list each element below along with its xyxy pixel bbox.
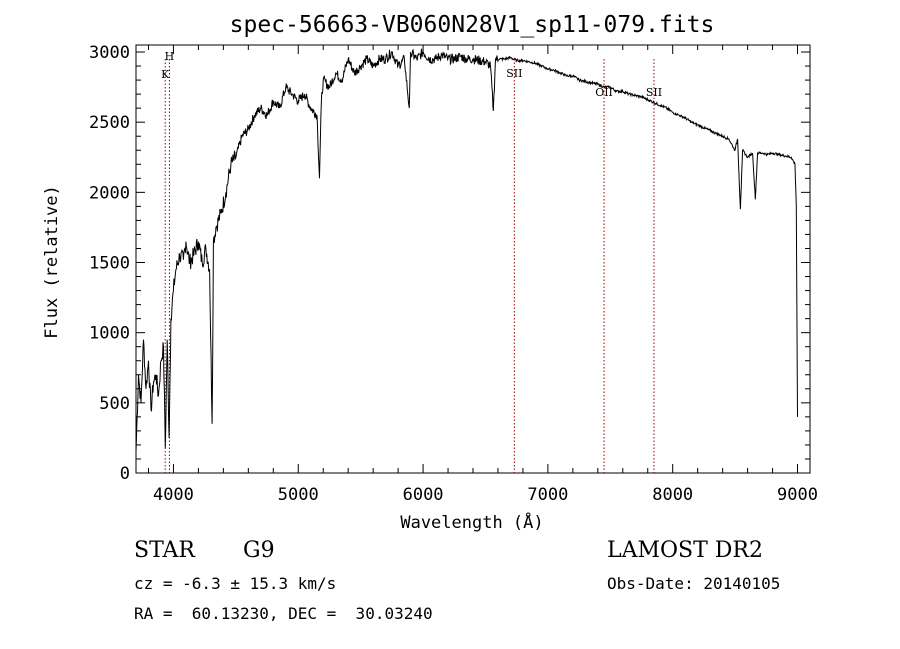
y-tick-label: 0: [120, 464, 130, 484]
coordinates-text: RA = 60.13230, DEC = 30.03240: [134, 604, 433, 623]
y-tick-label: 500: [99, 394, 130, 414]
line-label-oii: OII: [595, 86, 613, 99]
y-tick-label: 1500: [89, 254, 130, 274]
object-subclass: G9: [243, 538, 275, 563]
y-axis-label: Flux (relative): [42, 185, 62, 339]
plot-frame: [135, 44, 811, 474]
chart-title: spec-56663-VB060N28V1_sp11-079.fits: [230, 12, 715, 38]
survey-name: LAMOST DR2: [607, 538, 763, 563]
y-tick-label: 3000: [89, 43, 130, 63]
y-tick-label: 1000: [89, 324, 130, 344]
x-tick-label: 9000: [777, 485, 818, 505]
y-tick-label: 2000: [89, 183, 130, 203]
x-axis-label: Wavelength (Å): [400, 511, 543, 533]
axis-ticks: 4000 5000 6000 7000 8000 9000 0 500 1000 1500 2000…: [89, 43, 818, 505]
line-label-h: H: [165, 50, 175, 63]
line-label-k: K: [161, 68, 170, 81]
line-label-sii: SII: [646, 86, 662, 99]
x-tick-label: 5000: [278, 485, 319, 505]
x-tick-label: 7000: [527, 485, 568, 505]
obs-date: Obs-Date: 20140105: [607, 574, 781, 593]
x-tick-label: 8000: [652, 485, 693, 505]
object-class: STAR: [134, 538, 195, 563]
spectrum-line: [135, 48, 798, 453]
y-tick-label: 2500: [89, 113, 130, 133]
x-tick-label: 6000: [403, 485, 444, 505]
emission-line-markers: HK SII OII SII: [161, 50, 662, 473]
line-label-sii: SII: [506, 67, 522, 80]
redshift-text: cz = -6.3 ± 15.3 km/s: [134, 574, 337, 593]
x-tick-label: 4000: [153, 485, 194, 505]
